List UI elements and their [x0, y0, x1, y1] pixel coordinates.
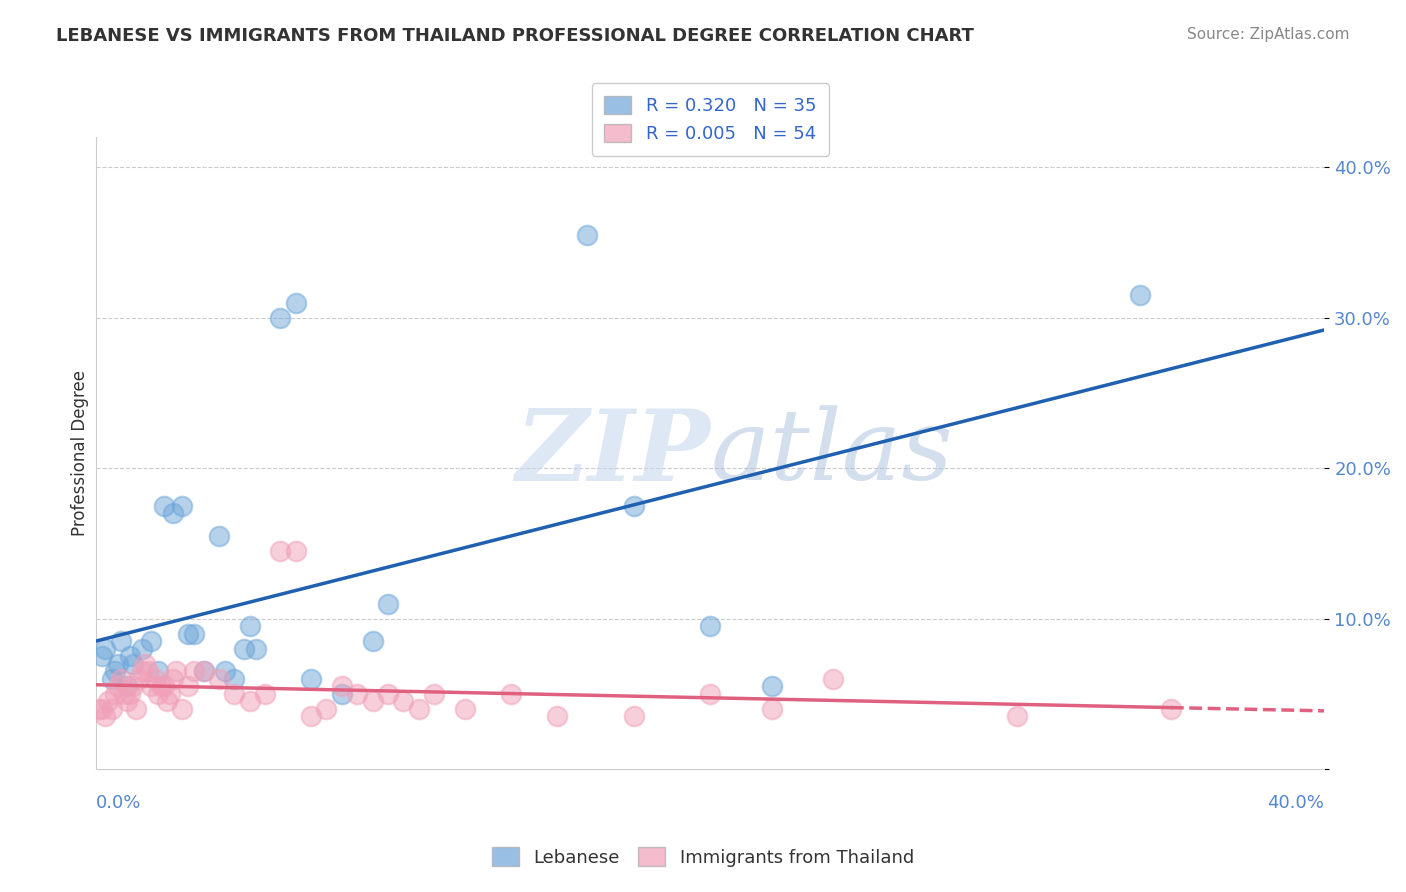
- Point: [94, 641, 117, 656]
- Point: [183, 665, 205, 679]
- Point: [699, 687, 721, 701]
- Point: [172, 702, 194, 716]
- Point: [183, 626, 205, 640]
- Text: 0.0%: 0.0%: [96, 795, 142, 813]
- Point: [623, 499, 645, 513]
- Point: [284, 544, 307, 558]
- Point: [699, 619, 721, 633]
- Point: [224, 687, 246, 701]
- Point: [245, 641, 267, 656]
- Point: [141, 634, 163, 648]
- Point: [361, 634, 384, 648]
- Point: [165, 665, 187, 679]
- Point: [159, 687, 181, 701]
- Point: [193, 665, 215, 679]
- Point: [377, 597, 399, 611]
- Point: [107, 679, 129, 693]
- Point: [284, 295, 307, 310]
- Legend: Lebanese, Immigrants from Thailand: Lebanese, Immigrants from Thailand: [485, 840, 921, 874]
- Point: [89, 702, 111, 716]
- Point: [239, 619, 262, 633]
- Point: [110, 634, 132, 648]
- Point: [208, 529, 231, 543]
- Point: [110, 672, 132, 686]
- Point: [232, 641, 254, 656]
- Point: [152, 679, 174, 693]
- Point: [122, 679, 145, 693]
- Point: [269, 544, 291, 558]
- Point: [408, 702, 430, 716]
- Point: [131, 641, 153, 656]
- Point: [315, 702, 337, 716]
- Point: [149, 679, 172, 693]
- Point: [761, 702, 783, 716]
- Point: [112, 687, 135, 701]
- Point: [128, 672, 150, 686]
- Point: [104, 665, 127, 679]
- Point: [453, 702, 475, 716]
- Point: [392, 694, 415, 708]
- Point: [118, 649, 141, 664]
- Point: [115, 694, 138, 708]
- Point: [361, 694, 384, 708]
- Point: [239, 694, 262, 708]
- Point: [91, 649, 114, 664]
- Point: [224, 672, 246, 686]
- Point: [1007, 709, 1029, 723]
- Point: [172, 499, 194, 513]
- Text: 40.0%: 40.0%: [1268, 795, 1324, 813]
- Point: [423, 687, 446, 701]
- Text: ZIP: ZIP: [515, 405, 710, 501]
- Point: [1160, 702, 1182, 716]
- Point: [143, 672, 166, 686]
- Point: [623, 709, 645, 723]
- Point: [546, 709, 568, 723]
- Point: [122, 657, 145, 671]
- Point: [100, 702, 122, 716]
- Point: [134, 657, 156, 671]
- Point: [156, 694, 179, 708]
- Point: [146, 687, 169, 701]
- Point: [94, 709, 117, 723]
- Text: LEBANESE VS IMMIGRANTS FROM THAILAND PROFESSIONAL DEGREE CORRELATION CHART: LEBANESE VS IMMIGRANTS FROM THAILAND PRO…: [56, 27, 974, 45]
- Legend: R = 0.320   N = 35, R = 0.005   N = 54: R = 0.320 N = 35, R = 0.005 N = 54: [592, 83, 830, 156]
- Point: [346, 687, 368, 701]
- Point: [1129, 288, 1152, 302]
- Point: [100, 672, 122, 686]
- Point: [576, 227, 599, 242]
- Point: [104, 687, 127, 701]
- Point: [97, 694, 120, 708]
- Point: [299, 672, 322, 686]
- Text: atlas: atlas: [710, 406, 953, 500]
- Point: [152, 499, 174, 513]
- Point: [377, 687, 399, 701]
- Point: [162, 506, 184, 520]
- Point: [162, 672, 184, 686]
- Point: [118, 687, 141, 701]
- Point: [193, 665, 215, 679]
- Point: [141, 679, 163, 693]
- Point: [208, 672, 231, 686]
- Point: [107, 657, 129, 671]
- Point: [177, 626, 200, 640]
- Point: [131, 665, 153, 679]
- Text: Source: ZipAtlas.com: Source: ZipAtlas.com: [1187, 27, 1350, 42]
- Point: [177, 679, 200, 693]
- Point: [91, 702, 114, 716]
- Point: [823, 672, 845, 686]
- Point: [499, 687, 522, 701]
- Point: [330, 687, 353, 701]
- Y-axis label: Professional Degree: Professional Degree: [72, 370, 89, 536]
- Point: [146, 665, 169, 679]
- Point: [125, 702, 148, 716]
- Point: [214, 665, 236, 679]
- Point: [254, 687, 277, 701]
- Point: [761, 679, 783, 693]
- Point: [330, 679, 353, 693]
- Point: [299, 709, 322, 723]
- Point: [115, 679, 138, 693]
- Point: [269, 310, 291, 325]
- Point: [138, 665, 160, 679]
